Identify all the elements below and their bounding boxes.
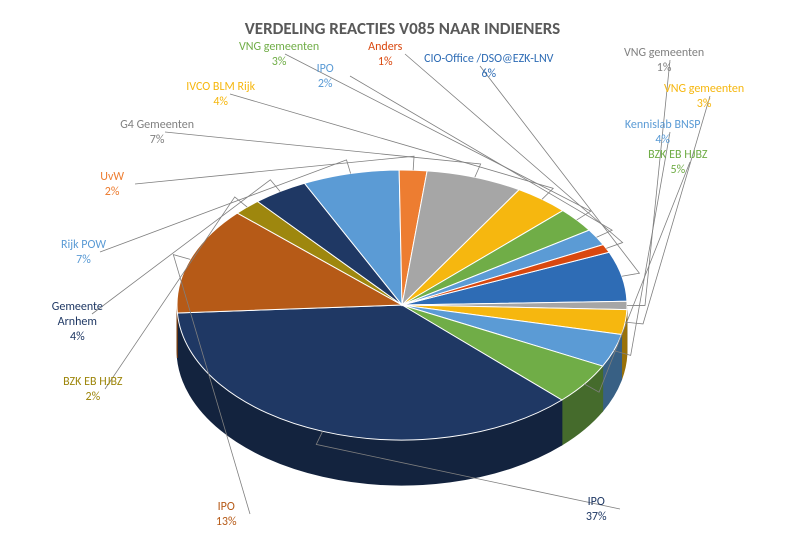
slice-label: CIO-Office /DSO@EZK-LNV6%: [424, 52, 553, 82]
slice-label-pct: 37%: [586, 510, 607, 525]
slice-label-name: Rijk POW: [61, 238, 106, 253]
slice-label-pct: 4%: [625, 133, 701, 148]
slice-label-pct: 4%: [52, 330, 103, 345]
slice-label: GemeenteArnhem4%: [52, 300, 103, 345]
slice-label-pct: 1%: [368, 55, 402, 70]
slice-label-pct: 7%: [61, 253, 106, 268]
slice-label-pct: 6%: [424, 67, 553, 82]
slice-label: Anders1%: [368, 40, 402, 70]
slice-label: Rijk POW7%: [61, 238, 106, 268]
slice-label: IVCO BLM Rijk4%: [186, 80, 255, 110]
slice-label-pct: 2%: [317, 77, 334, 92]
slice-label-name: IPO: [317, 62, 334, 77]
slice-label-pct: 13%: [216, 515, 237, 530]
slice-label-pct: 2%: [63, 390, 122, 405]
slice-label-name: BZK EB HJBZ: [63, 375, 122, 390]
slice-label: BZK EB HJBZ2%: [63, 375, 122, 405]
slice-label-name: CIO-Office /DSO@EZK-LNV: [424, 52, 553, 67]
slice-label: IPO37%: [586, 495, 607, 525]
slice-label: VNG gemeenten1%: [624, 46, 704, 76]
slice-label-name: VNG gemeenten: [239, 40, 319, 55]
slice-label-pct: 7%: [120, 133, 194, 148]
slice-label-name: BZK EB HJBZ: [648, 148, 707, 163]
slice-label: VNG gemeenten3%: [664, 82, 744, 112]
slice-label-pct: 5%: [648, 163, 707, 178]
slice-label-name: Kennislab BNSP: [625, 118, 701, 133]
slice-label-name: UvW: [100, 170, 124, 185]
slice-label-name: Anders: [368, 40, 402, 55]
slice-label-pct: 3%: [239, 55, 319, 70]
slice-label-name: VNG gemeenten: [664, 82, 744, 97]
slice-label-name: GemeenteArnhem: [52, 300, 103, 330]
slice-label-pct: 1%: [624, 61, 704, 76]
slice-label-name: G4 Gemeenten: [120, 118, 194, 133]
pie-chart-container: VERDELING REACTIES V085 NAAR INDIENERS C…: [0, 0, 805, 554]
slice-label-name: VNG gemeenten: [624, 46, 704, 61]
slice-label: BZK EB HJBZ5%: [648, 148, 707, 178]
slice-label-pct: 3%: [664, 97, 744, 112]
slice-label-name: IVCO BLM Rijk: [186, 80, 255, 95]
slice-label: VNG gemeenten3%: [239, 40, 319, 70]
slice-label-pct: 4%: [186, 95, 255, 110]
slice-label: IPO2%: [317, 62, 334, 92]
slice-label: Kennislab BNSP4%: [625, 118, 701, 148]
slice-label-pct: 2%: [100, 185, 124, 200]
slice-label: UvW2%: [100, 170, 124, 200]
slice-label: IPO13%: [216, 500, 237, 530]
slice-label: G4 Gemeenten7%: [120, 118, 194, 148]
slice-label-name: IPO: [586, 495, 607, 510]
slice-label-name: IPO: [216, 500, 237, 515]
